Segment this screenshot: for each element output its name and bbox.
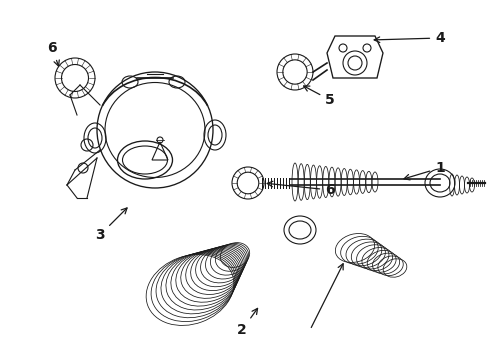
Text: 1: 1 bbox=[404, 161, 445, 180]
Text: 6: 6 bbox=[47, 41, 59, 66]
Text: 3: 3 bbox=[95, 208, 127, 242]
Text: 5: 5 bbox=[304, 86, 335, 107]
Text: 6: 6 bbox=[267, 181, 335, 197]
Text: 4: 4 bbox=[374, 31, 445, 45]
Text: 2: 2 bbox=[237, 309, 258, 337]
